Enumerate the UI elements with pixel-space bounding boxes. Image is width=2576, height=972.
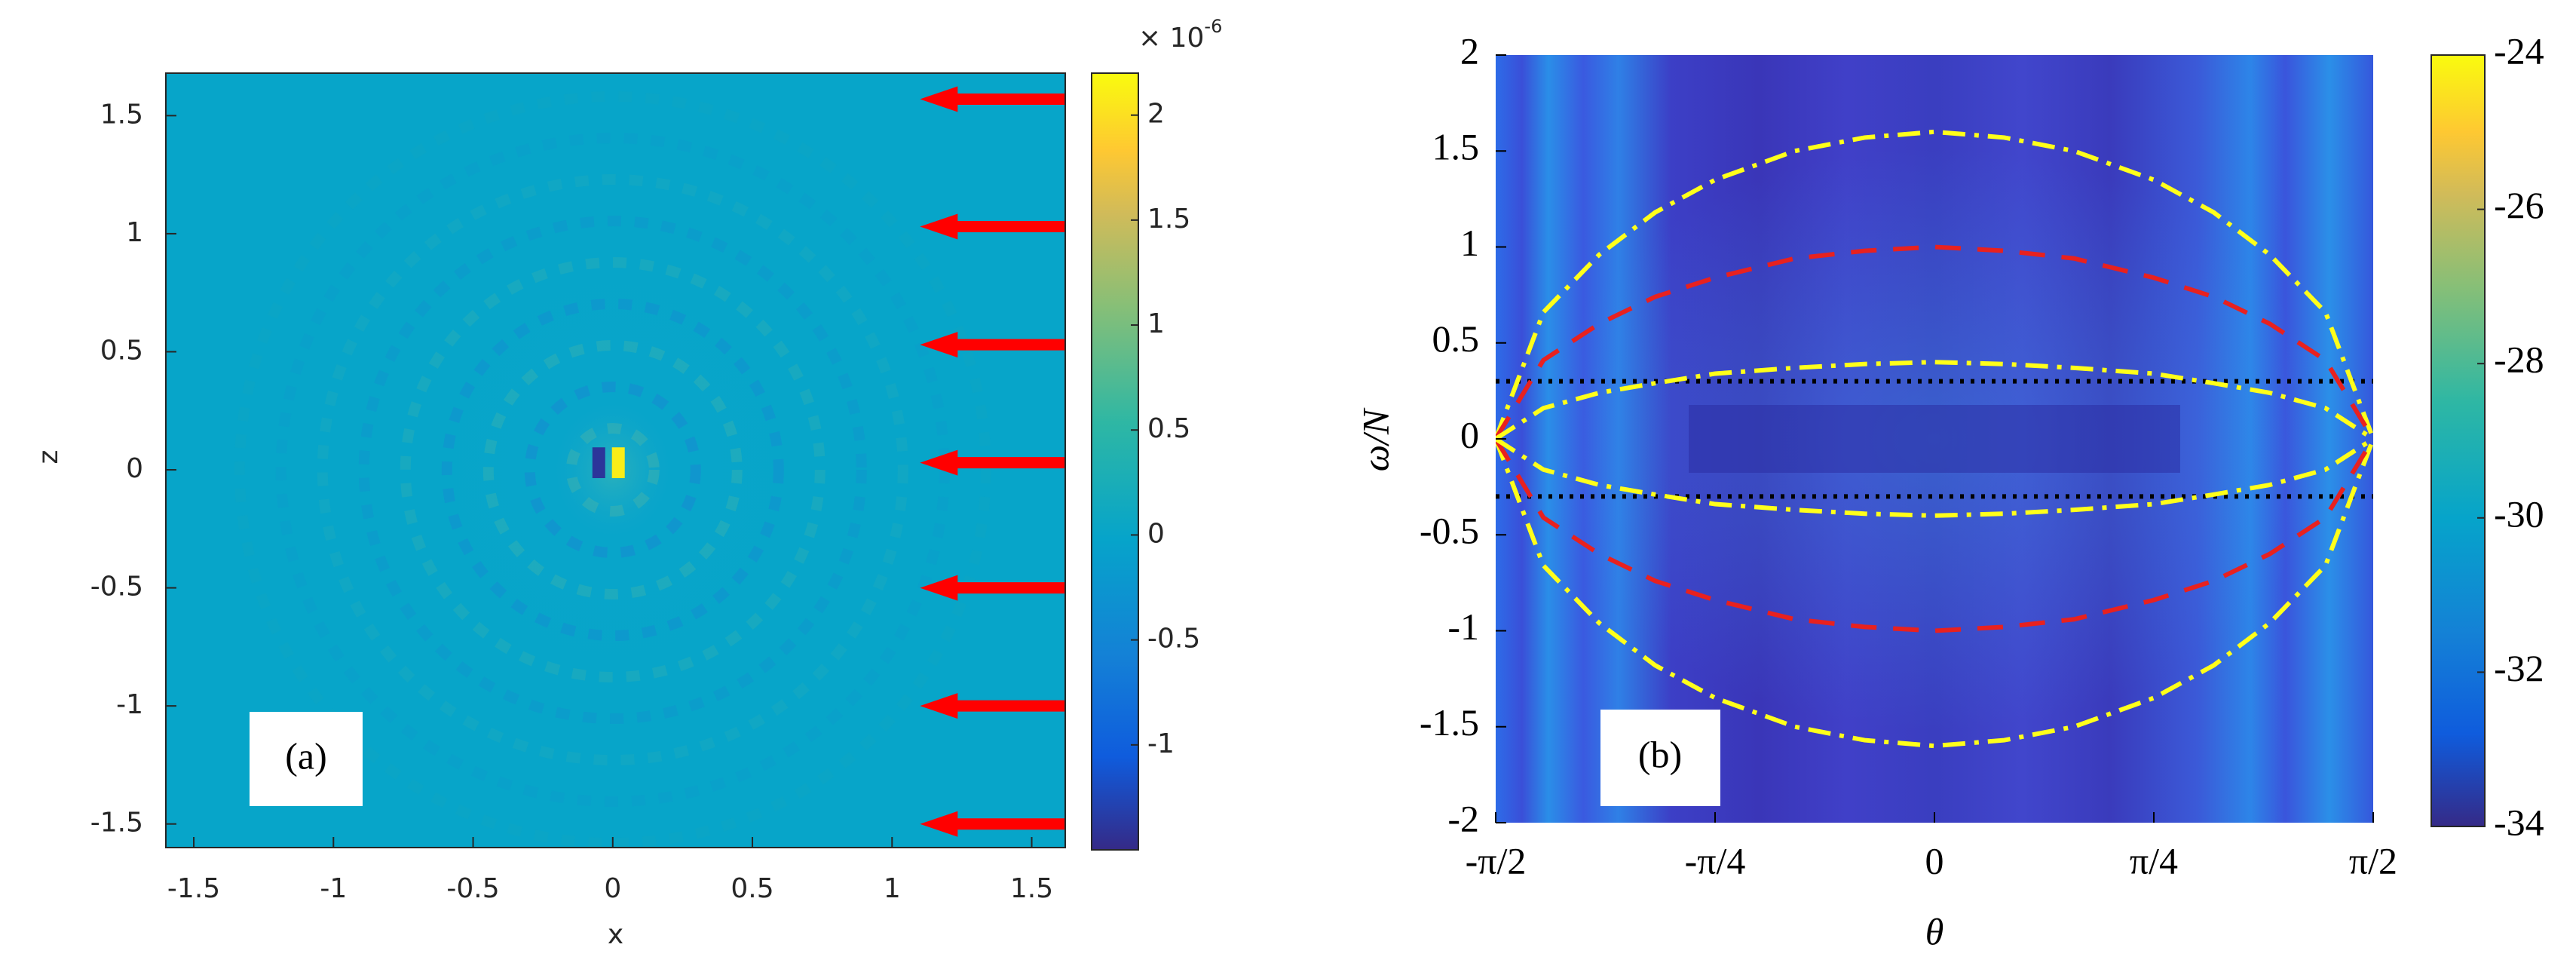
colorbar-tick-label: 2 xyxy=(1147,99,1165,130)
colorbar-tick-label: -26 xyxy=(2494,184,2544,226)
colorbar-tick-label: -32 xyxy=(2494,647,2544,689)
curve xyxy=(1496,360,2373,441)
y-tick-label: 1.5 xyxy=(100,99,143,130)
arrow-head xyxy=(920,213,958,240)
x-tick-label: 1.5 xyxy=(1010,873,1053,904)
y-axis-label: z xyxy=(33,450,64,465)
arrow-head xyxy=(920,86,958,112)
colorbar-tick-label: 1 xyxy=(1147,308,1165,339)
colorbar-tick-label: -1 xyxy=(1147,728,1175,759)
x-axis-label: θ xyxy=(1925,910,1944,952)
colorbar-tick-label: -0.5 xyxy=(1147,624,1200,655)
colorbar xyxy=(1091,72,1139,851)
x-tick-label: 1 xyxy=(884,873,901,904)
x-tick-label: 0.5 xyxy=(731,873,773,904)
colorbar-tick-label: -30 xyxy=(2494,492,2544,535)
wave-ring xyxy=(317,174,908,766)
curve xyxy=(1496,437,2373,633)
y-tick-label: -0.5 xyxy=(1420,510,1479,552)
wave-ring xyxy=(400,257,825,683)
y-tick-label: 1 xyxy=(1460,222,1479,264)
arrow-head xyxy=(920,693,958,719)
curve xyxy=(1496,129,2373,440)
colorbar-multiplier: × 10-6 xyxy=(1138,16,1222,54)
y-tick-label: 1 xyxy=(126,217,143,248)
y-tick-label: 0 xyxy=(1460,413,1479,455)
multiplier-exponent: -6 xyxy=(1204,16,1222,37)
curve xyxy=(1496,244,2373,440)
y-tick-label: 0.5 xyxy=(1432,317,1480,360)
x-tick-label: 0 xyxy=(1925,839,1944,882)
x-tick-label: -1 xyxy=(320,873,347,904)
y-tick-label: -1 xyxy=(116,689,143,720)
x-tick-label: π/4 xyxy=(2130,839,2178,882)
hot-cell xyxy=(592,447,605,479)
multiplier-base: × 10 xyxy=(1138,23,1204,54)
x-tick-label: 0 xyxy=(604,873,621,904)
colorbar xyxy=(2431,54,2486,827)
y-tick-label: 1.5 xyxy=(1432,126,1480,168)
x-axis-label: x xyxy=(608,919,623,950)
colorbar-tick-label: 1.5 xyxy=(1147,204,1190,235)
arrow-head xyxy=(920,575,958,601)
colorbar-tick-label: -34 xyxy=(2494,801,2544,843)
hot-cell xyxy=(611,447,625,479)
plot-area xyxy=(1496,55,2373,823)
panel-label: (b) xyxy=(1638,733,1682,775)
colorbar-tick-label: 0.5 xyxy=(1147,413,1190,444)
curve xyxy=(1496,437,2373,749)
panel-label: (a) xyxy=(285,734,327,777)
y-tick-label: -1.5 xyxy=(90,808,143,839)
y-tick-label: -1.5 xyxy=(1420,701,1479,744)
x-tick-label: -π/4 xyxy=(1685,839,1746,882)
arrow-head xyxy=(920,449,958,476)
x-tick-label: -0.5 xyxy=(446,873,499,904)
arrow-head xyxy=(920,332,958,358)
x-tick-label: π/2 xyxy=(2349,839,2397,882)
y-axis-label: ω/N xyxy=(1354,407,1396,471)
y-tick-label: -2 xyxy=(1447,797,1479,839)
colorbar-tick-label: 0 xyxy=(1147,518,1165,549)
x-tick-label: -π/2 xyxy=(1466,839,1527,882)
colorbar-tick-label: -24 xyxy=(2494,29,2544,72)
y-tick-label: 0.5 xyxy=(100,335,143,366)
curve xyxy=(1496,437,2373,518)
dark-band xyxy=(1689,405,2180,473)
y-tick-label: -1 xyxy=(1447,606,1479,648)
label-box xyxy=(1600,710,1720,806)
colorbar-tick-label: -28 xyxy=(2494,339,2544,381)
arrow-head xyxy=(920,811,958,837)
y-tick-label: 2 xyxy=(1460,29,1479,72)
wave-ring xyxy=(358,216,867,725)
y-tick-label: 0 xyxy=(126,453,143,484)
label-box xyxy=(250,712,363,806)
y-tick-label: -0.5 xyxy=(90,572,143,603)
wave-ring xyxy=(234,91,991,848)
x-tick-label: -1.5 xyxy=(167,873,220,904)
axes-frame xyxy=(165,72,1066,848)
